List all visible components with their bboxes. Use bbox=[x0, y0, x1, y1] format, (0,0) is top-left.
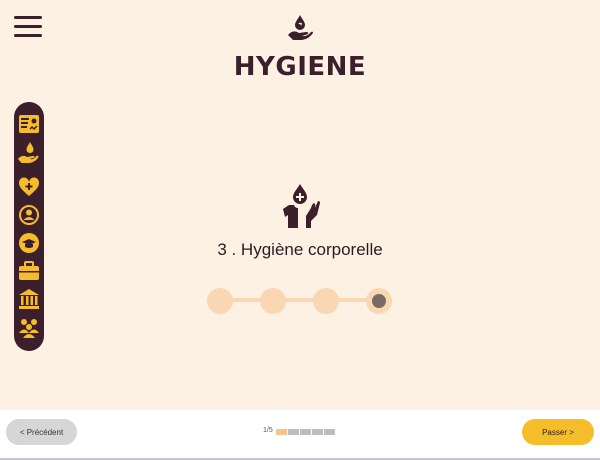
step-dot[interactable] bbox=[207, 288, 233, 314]
progress-segment bbox=[288, 429, 299, 435]
briefcase-icon bbox=[19, 261, 39, 280]
sidebar bbox=[14, 102, 44, 351]
body-hygiene-icon bbox=[280, 183, 320, 229]
sidebar-item-person[interactable] bbox=[17, 203, 41, 227]
person-refresh-icon bbox=[19, 205, 39, 225]
bank-icon bbox=[19, 289, 39, 309]
sidebar-item-work[interactable] bbox=[17, 259, 41, 283]
progress-segment bbox=[324, 429, 335, 435]
progress-segment bbox=[300, 429, 311, 435]
progress-segment bbox=[312, 429, 323, 435]
progress-segment bbox=[276, 429, 287, 435]
sidebar-item-hygiene[interactable] bbox=[17, 141, 41, 165]
sidebar-item-bank[interactable] bbox=[17, 287, 41, 311]
previous-button[interactable]: < Précédent bbox=[6, 419, 77, 445]
hand-water-drop-icon bbox=[18, 142, 39, 163]
step-title: 3 . Hygiène corporelle bbox=[217, 240, 383, 259]
sidebar-item-id-card[interactable] bbox=[17, 112, 41, 136]
hand-water-drop-icon bbox=[285, 13, 315, 43]
step-dot[interactable] bbox=[313, 288, 339, 314]
step-progress-line bbox=[220, 298, 380, 302]
skip-button[interactable]: Passer > bbox=[522, 419, 594, 445]
id-card-icon bbox=[19, 115, 39, 133]
step-dot[interactable] bbox=[260, 288, 286, 314]
heart-plus-icon bbox=[18, 177, 40, 196]
page-title: HYGIENE bbox=[233, 52, 367, 82]
sidebar-item-health[interactable] bbox=[17, 175, 41, 199]
sidebar-item-education[interactable] bbox=[17, 231, 41, 255]
page-indicator: 1/5 bbox=[263, 427, 273, 434]
people-group-icon bbox=[19, 319, 39, 338]
step-dot-active[interactable] bbox=[366, 288, 392, 314]
footer-bar: < Précédent 1/5 Passer > bbox=[0, 410, 600, 460]
sidebar-item-community[interactable] bbox=[17, 315, 41, 339]
graduation-cap-icon bbox=[19, 233, 39, 253]
hamburger-menu-icon[interactable] bbox=[14, 14, 44, 40]
